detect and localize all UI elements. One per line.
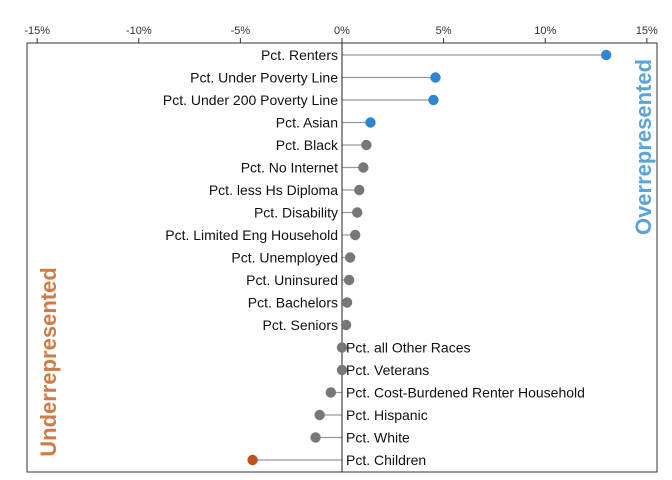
data-point (344, 252, 356, 263)
category-label: Pct. Under Poverty Line (190, 70, 338, 86)
data-point (343, 274, 355, 286)
category-label: Pct. Uninsured (246, 272, 338, 288)
category-label: Pct. Disability (254, 205, 338, 221)
data-point (341, 297, 353, 308)
underrepresented-label: Underrepresented (36, 267, 61, 457)
data-point (352, 207, 363, 218)
category-label: Pct. all Other Races (346, 340, 471, 356)
data-point (310, 432, 321, 443)
data-point (358, 162, 369, 173)
category-label: Pct. Children (346, 452, 426, 468)
x-axis: -15% -10% -5% 0% 5% 10% 15% (24, 25, 658, 43)
category-label: Pct. Black (276, 137, 339, 153)
category-label: Pct. Unemployed (231, 250, 338, 266)
category-label: Pct. Seniors (263, 317, 338, 333)
x-tick-label: 5% (436, 25, 452, 37)
data-point (428, 94, 439, 106)
category-label: Pct. Veterans (346, 362, 429, 378)
x-tick-label: -5% (231, 25, 251, 37)
data-point (336, 364, 348, 376)
points (247, 49, 612, 466)
category-label: Pct. Limited Eng Household (165, 227, 338, 243)
x-tick-label: 0% (334, 25, 350, 37)
data-point (314, 409, 325, 421)
stems (252, 54, 607, 461)
x-tick-label: 10% (534, 25, 556, 37)
data-point (340, 319, 352, 331)
x-tick-label: 15% (636, 25, 658, 37)
category-label: Pct. Cost-Burdened Renter Household (346, 385, 585, 401)
category-label: Pct. Under 200 Poverty Line (163, 92, 338, 108)
data-point (430, 72, 441, 83)
data-point (247, 454, 258, 466)
data-point (361, 139, 372, 151)
overrepresented-label: Overrepresented (631, 59, 656, 235)
x-tick-label: -15% (24, 25, 50, 37)
category-label: Pct. Hispanic (346, 407, 428, 423)
category-label: Pct. Asian (276, 115, 338, 131)
category-label: Pct. Bachelors (248, 295, 338, 311)
category-label: Pct. White (346, 430, 410, 446)
data-point (354, 184, 365, 196)
x-tick-label: -10% (126, 25, 152, 37)
data-point (325, 387, 337, 398)
category-label: Pct. No Internet (241, 160, 338, 176)
category-label: Pct. less Hs Diploma (209, 182, 338, 198)
data-point (336, 342, 348, 353)
data-point (350, 229, 361, 241)
data-point (365, 117, 376, 128)
category-label: Pct. Renters (261, 47, 338, 63)
category-labels: Pct. Renters Pct. Under Poverty Line Pct. … (163, 47, 585, 468)
data-point (600, 49, 612, 61)
